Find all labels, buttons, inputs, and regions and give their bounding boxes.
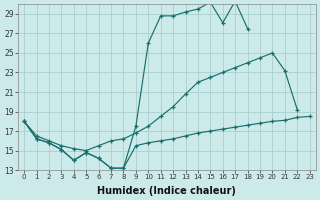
- X-axis label: Humidex (Indice chaleur): Humidex (Indice chaleur): [98, 186, 236, 196]
